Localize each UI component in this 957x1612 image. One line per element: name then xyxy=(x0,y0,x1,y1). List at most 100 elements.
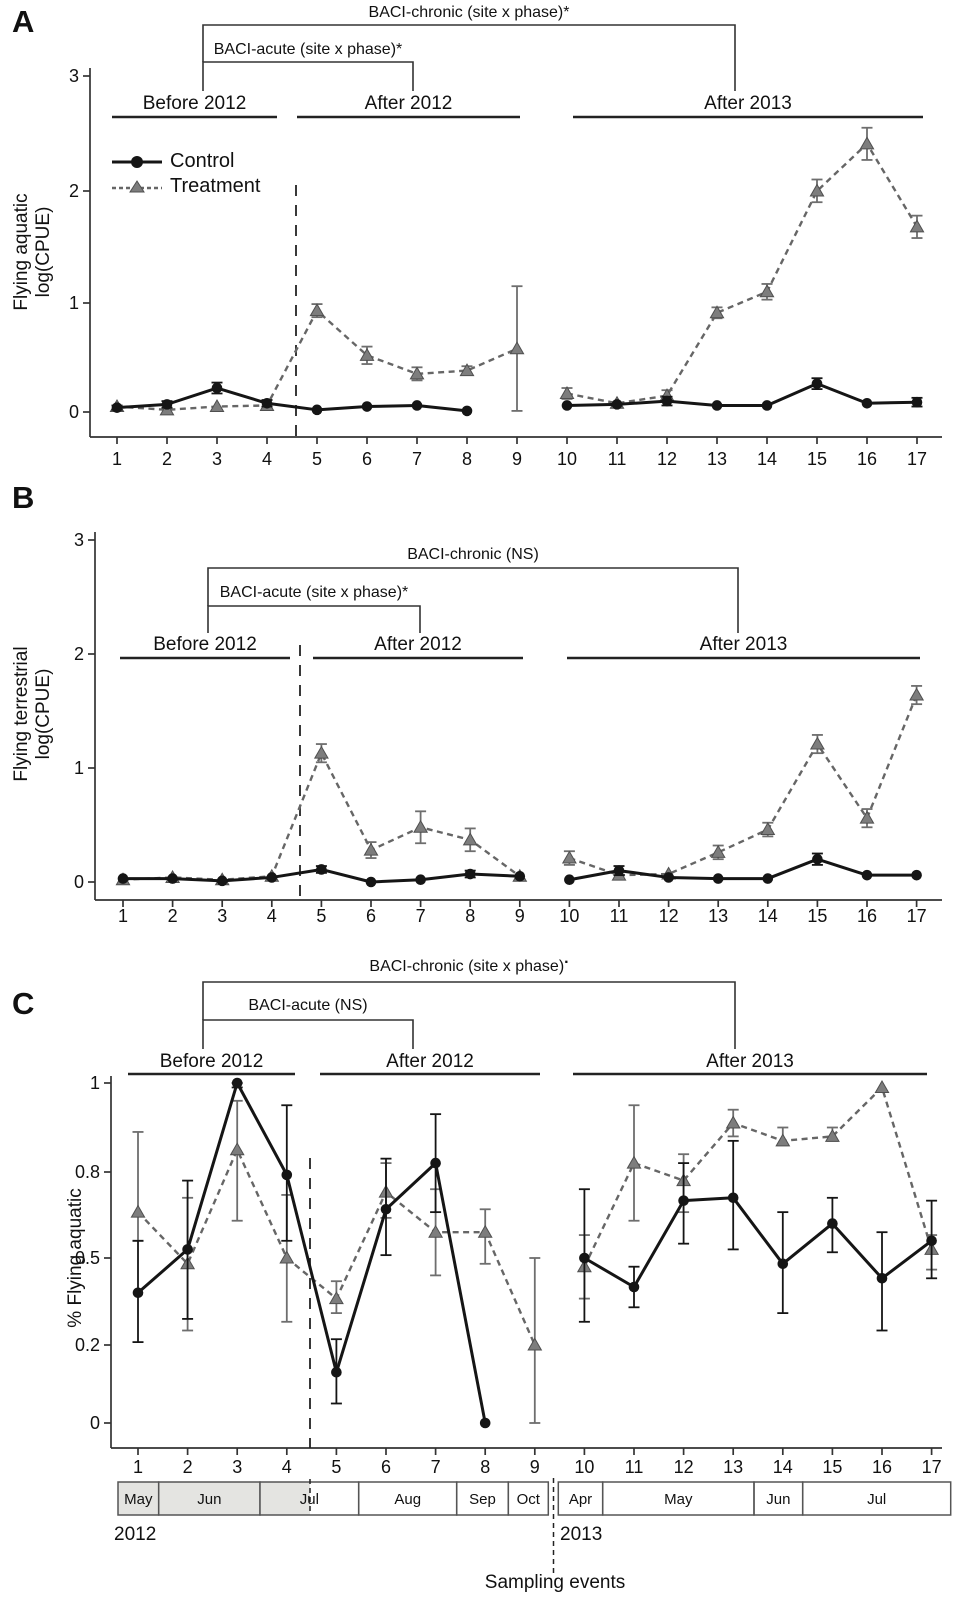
y-tick-label: 3 xyxy=(74,530,84,550)
control-data-point xyxy=(361,401,373,412)
series-line xyxy=(122,751,521,881)
control-data-point xyxy=(380,1203,392,1215)
treatment-data-point xyxy=(363,842,379,856)
month-label: Apr xyxy=(569,1491,592,1508)
treatment-data-point xyxy=(626,1155,642,1169)
month-box-shaded-part xyxy=(260,1482,310,1515)
control-data-point xyxy=(311,404,323,416)
year-label-2013: 2013 xyxy=(560,1524,603,1545)
control-data-point xyxy=(678,1195,689,1206)
panel-b-letter: B xyxy=(12,480,35,515)
phase-label: After 2013 xyxy=(706,1051,794,1072)
series-line xyxy=(116,386,468,413)
x-tick-label: 6 xyxy=(381,1457,391,1477)
treatment-data-point xyxy=(874,1079,890,1093)
control-data-point xyxy=(132,1287,144,1299)
treatment-data-point xyxy=(509,341,525,355)
control-data-point xyxy=(479,1417,491,1429)
control-data-point xyxy=(861,397,873,409)
x-tick-label: 17 xyxy=(907,906,927,926)
treatment-data-point xyxy=(527,1337,543,1351)
treatment-line-triangle-icon xyxy=(112,179,162,192)
series-line xyxy=(583,1196,933,1289)
x-tick-label: 15 xyxy=(807,449,827,469)
treatment-data-point xyxy=(775,1133,791,1147)
control-data-point xyxy=(266,872,278,883)
control-data-point xyxy=(117,873,129,884)
baci-acute-label: BACI-acute (site x phase)* xyxy=(214,41,403,58)
x-tick-label: 13 xyxy=(707,449,727,469)
x-tick-label: 3 xyxy=(232,1457,242,1477)
control-data-point xyxy=(464,868,476,880)
x-tick-label: 2 xyxy=(168,906,178,926)
series-line xyxy=(569,857,917,882)
month-label: Jun xyxy=(766,1491,790,1508)
x-tick-label: 15 xyxy=(822,1457,842,1477)
control-data-point xyxy=(876,1273,888,1284)
treatment-data-point xyxy=(909,687,925,701)
control-data-point xyxy=(561,400,573,411)
treatment-data-point xyxy=(824,1128,840,1142)
panel-c: 00.20.50.811 2 3 4 5 6 7 8 9 10 11 12 13 14 15 16 17BACI… xyxy=(75,950,942,1477)
month-label: May xyxy=(124,1491,153,1508)
x-tick-label: 8 xyxy=(462,449,472,469)
series-line xyxy=(137,1148,536,1346)
control-data-point xyxy=(613,865,625,876)
x-tick-label: 17 xyxy=(907,449,927,469)
control-series xyxy=(117,852,922,888)
x-tick-label: 9 xyxy=(515,906,525,926)
x-tick-label: 7 xyxy=(412,449,422,469)
series-line xyxy=(583,1086,933,1268)
baci-chronic-bracket xyxy=(207,567,739,633)
month-label: Oct xyxy=(517,1491,541,1508)
x-tick-label: 14 xyxy=(758,906,778,926)
control-data-point xyxy=(415,874,426,886)
treatment-series xyxy=(130,1079,940,1424)
y-tick-label: 0 xyxy=(74,872,84,892)
y-tick-label: 2 xyxy=(69,181,79,201)
y-tick-label: 0 xyxy=(69,402,79,422)
treatment-data-point xyxy=(725,1115,741,1129)
control-data-point xyxy=(461,405,473,417)
x-tick-label: 2 xyxy=(183,1457,193,1477)
timeline-bar: MayJunJulAugSepOctAprMayJunJul xyxy=(117,1478,952,1574)
y-tick-label: 3 xyxy=(69,66,79,86)
treatment-data-point xyxy=(313,745,329,759)
x-tick-label: 9 xyxy=(512,449,522,469)
x-tick-label: 9 xyxy=(530,1457,540,1477)
control-data-point xyxy=(727,1192,739,1204)
control-data-point xyxy=(663,872,674,883)
control-data-point xyxy=(712,873,724,884)
panel-a-y-title-line2: log(CPUE) xyxy=(33,206,54,298)
treatment-data-point xyxy=(561,850,577,864)
control-data-point xyxy=(514,871,526,882)
treatment-data-point xyxy=(229,1142,245,1156)
legend-row-control: Control xyxy=(110,149,260,174)
phase-label: After 2013 xyxy=(700,634,788,655)
y-tick-label: 1 xyxy=(74,758,84,778)
control-data-point xyxy=(777,1258,789,1270)
control-data-point xyxy=(316,864,327,875)
year-label-2012: 2012 xyxy=(114,1524,157,1545)
baci-acute-label: BACI-acute (site x phase)* xyxy=(220,584,409,601)
x-tick-label: 8 xyxy=(465,906,475,926)
x-tick-label: 4 xyxy=(282,1457,292,1477)
treatment-data-point xyxy=(710,844,726,858)
x-tick-label: 1 xyxy=(112,449,122,469)
control-data-point xyxy=(564,874,575,886)
panel-a-letter: A xyxy=(12,4,35,39)
control-series xyxy=(111,377,923,417)
x-tick-label: 11 xyxy=(608,449,627,469)
baci-acute-bracket xyxy=(202,61,414,91)
treatment-data-point xyxy=(859,136,875,150)
x-tick-label: 4 xyxy=(262,449,272,469)
phase-label: After 2012 xyxy=(374,634,462,655)
y-tick-label: 0 xyxy=(90,1413,100,1433)
panel-a-y-axis-title: Flying aquatic log(CPUE) xyxy=(11,92,55,412)
y-tick-label: 2 xyxy=(74,644,84,664)
panel-b-y-title-line1: Flying terrestrial xyxy=(11,646,32,782)
panel-c-y-title-line1: % Flying aquatic xyxy=(65,1188,86,1328)
x-tick-label: 4 xyxy=(267,906,277,926)
